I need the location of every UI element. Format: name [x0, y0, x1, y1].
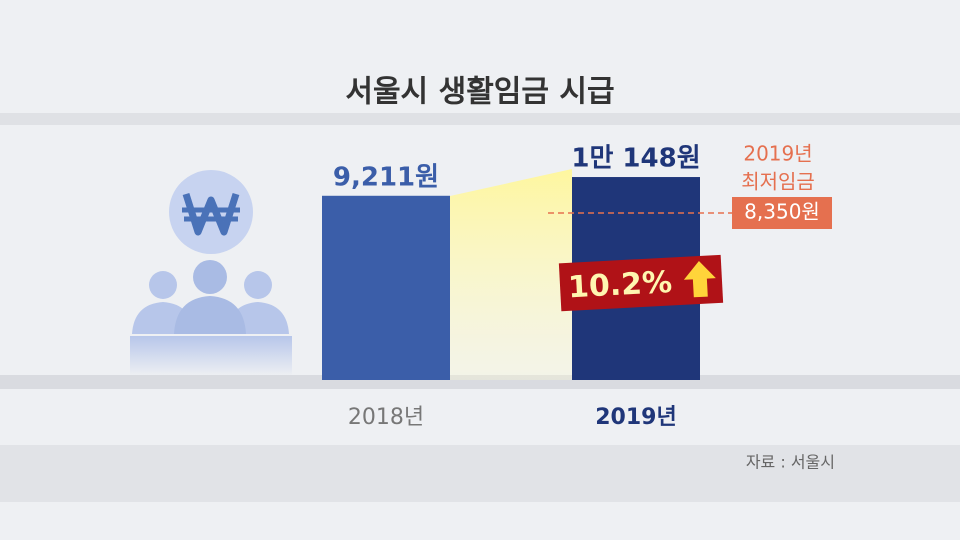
- stripe: [0, 375, 960, 389]
- growth-label: 10.2%: [567, 265, 673, 305]
- growth-badge: 10.2%: [558, 254, 724, 312]
- value-label: 1만 148원: [571, 144, 700, 174]
- bar: [322, 195, 450, 380]
- reference-box: [732, 197, 832, 229]
- stripe: [0, 113, 960, 125]
- won-icon: [169, 170, 253, 254]
- x-tick-label: 2018년: [348, 405, 424, 430]
- chart-title: 서울시 생활임금 시급: [345, 75, 614, 110]
- x-tick-label: 2019년: [595, 405, 676, 430]
- growth-glow: [450, 169, 572, 380]
- reference-title: 최저임금: [741, 170, 815, 194]
- reference-title: 2019년: [743, 142, 812, 166]
- footer-band: [0, 445, 960, 502]
- reference-value: 8,350원: [744, 200, 820, 224]
- source: 자료 : 서울시: [746, 453, 835, 472]
- people-icon: [130, 260, 292, 376]
- value-label: 9,211원: [333, 162, 439, 192]
